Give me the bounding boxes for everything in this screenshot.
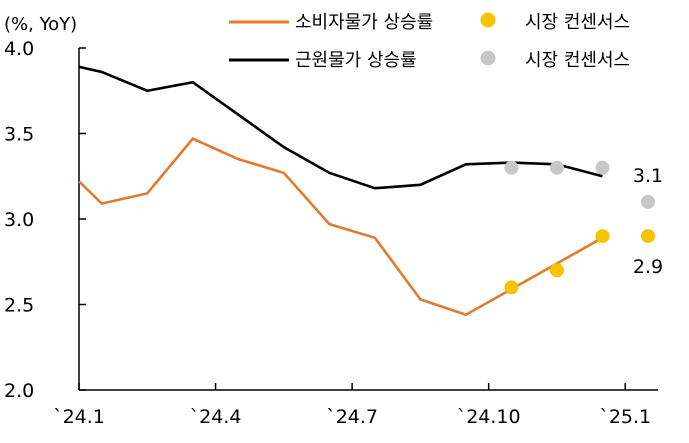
data-label: 2.9 <box>633 256 663 278</box>
x-axis-ticks: `24.1 `24.4 `24.7 `24.10 `25.1 <box>53 383 651 428</box>
x-tick-label: `24.1 <box>53 406 105 428</box>
consensus-dots <box>504 160 655 295</box>
cpi-series-line <box>78 137 604 317</box>
data-label: 3.1 <box>633 165 663 187</box>
y-tick-label: 4.0 <box>4 38 34 60</box>
legend-dot-consensus-cpi <box>480 12 496 28</box>
y-tick-label: 3.5 <box>4 124 34 146</box>
legend: 소비자물가 상승률 시장 컨센서스 근원물가 상승률 시장 컨센서스 <box>229 12 630 71</box>
legend-label-cpi: 소비자물가 상승률 <box>295 12 433 33</box>
legend-label-core: 근원물가 상승률 <box>295 50 417 71</box>
consensus-core-point <box>595 160 610 175</box>
x-tick-label: `24.10 <box>457 406 521 428</box>
legend-dot-consensus-core <box>480 50 496 66</box>
y-tick-label: 2.0 <box>4 380 34 402</box>
axes <box>78 48 658 391</box>
y-tick-label: 3.0 <box>4 209 34 231</box>
consensus-core-point <box>504 160 519 175</box>
consensus-core-point <box>549 160 564 175</box>
y-axis-unit-label: (%, YoY) <box>4 14 77 35</box>
x-tick-label: `25.1 <box>599 406 651 428</box>
consensus-core-point <box>641 194 655 209</box>
core-series-line <box>78 65 603 190</box>
legend-label-consensus-cpi: 시장 컨센서스 <box>525 12 630 33</box>
consensus-cpi-point <box>595 229 610 244</box>
series-lines <box>78 65 604 317</box>
annotations: 3.1 2.9 <box>633 165 663 278</box>
legend-label-consensus-core: 시장 컨센서스 <box>525 50 630 71</box>
y-tick-label: 2.5 <box>4 295 34 317</box>
consensus-cpi-point <box>549 263 564 278</box>
x-tick-label: `24.4 <box>190 406 242 428</box>
consensus-cpi-point <box>641 229 655 244</box>
consensus-cpi-point <box>504 280 519 295</box>
x-tick-label: `24.7 <box>326 406 378 428</box>
y-axis-ticks: 4.0 3.5 3.0 2.5 2.0 <box>4 38 86 402</box>
